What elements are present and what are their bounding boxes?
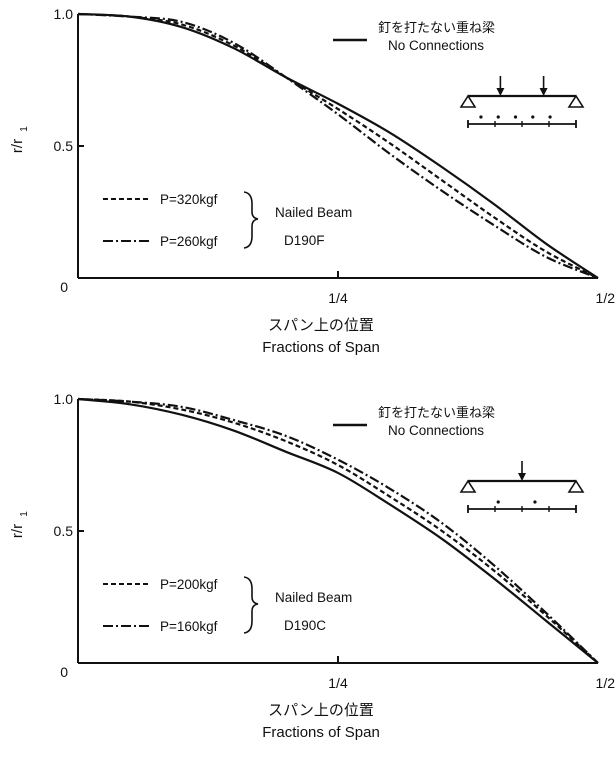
legend-label: P=260kgf: [160, 234, 218, 249]
x-tick-label: 1/2: [596, 290, 615, 306]
bracket-label: D190F: [284, 233, 325, 248]
y-axis-label-main: r/r: [9, 524, 26, 538]
series-line-dashdot: [77, 12, 599, 280]
load-arrow-icon: [518, 473, 526, 481]
x-tick-label: 1/4: [328, 290, 348, 306]
support-right-icon: [567, 479, 585, 493]
y-axis-label: r/r 1: [9, 511, 30, 538]
chart-svg: 0.5 1.0 0 1/4 1/2 釘を打たない重ね梁 No Connections P=20…: [9, 391, 615, 741]
x-tick-label: 0: [60, 664, 68, 680]
y-axis-label-sub: 1: [19, 126, 30, 132]
y-axis-label-sub: 1: [19, 511, 30, 517]
legend-label: P=160kgf: [160, 619, 218, 634]
bracket-label: Nailed Beam: [275, 205, 352, 220]
x-axis-label-jp: スパン上の位置: [268, 317, 374, 334]
legend-label-jp: 釘を打たない重ね梁: [378, 20, 495, 35]
series-line-solid: [77, 397, 599, 664]
legend-label-en: No Connections: [388, 423, 484, 438]
nail-dot: [479, 115, 483, 119]
series-line-solid: [77, 12, 599, 279]
x-axis-label-en: Fractions of Span: [262, 724, 380, 741]
nail-dot: [496, 500, 500, 504]
legend-label-jp: 釘を打たない重ね梁: [378, 405, 495, 420]
series-line-dashed: [77, 397, 599, 664]
y-tick-label: 1.0: [54, 391, 74, 407]
x-tick-label: 1/4: [328, 675, 348, 691]
x-axis-label-en: Fractions of Span: [262, 339, 380, 356]
chart-d190c: 0.5 1.0 0 1/4 1/2 釘を打たない重ね梁 No Connections P=20…: [0, 385, 615, 757]
nail-dot: [533, 500, 537, 504]
legend-brace: [243, 191, 259, 249]
nail-dot: [531, 115, 535, 119]
load-arrow-icon: [539, 88, 548, 96]
y-axis-label: r/r 1: [9, 126, 30, 153]
support-right-icon: [567, 94, 585, 108]
y-tick-label: 0.5: [54, 138, 74, 154]
y-tick-label: 1.0: [54, 6, 74, 22]
series-line-dashdot: [77, 397, 599, 664]
support-left-icon: [459, 94, 477, 108]
y-tick-label: 0.5: [54, 523, 74, 539]
bracket-label: Nailed Beam: [275, 590, 352, 605]
chart-d190f: 0.5 1.0 0 1/4 1/2 釘を打たない重ね梁 No Connections P=32…: [0, 0, 615, 372]
nail-dot: [548, 115, 552, 119]
x-axis-label-jp: スパン上の位置: [268, 702, 374, 719]
legend-brace: [243, 576, 259, 634]
nail-dot: [513, 115, 518, 119]
nail-dot: [496, 115, 500, 119]
y-axis-label-main: r/r: [9, 139, 26, 153]
support-left-icon: [459, 479, 477, 493]
load-arrow-icon: [496, 88, 505, 96]
chart-svg: 0.5 1.0 0 1/4 1/2 釘を打たない重ね梁 No Connections P=32…: [9, 6, 615, 356]
bracket-label: D190C: [284, 618, 326, 633]
x-tick-label: 1/2: [596, 675, 615, 691]
legend-label: P=200kgf: [160, 577, 218, 592]
legend-label: P=320kgf: [160, 192, 218, 207]
series-line-dashed: [77, 12, 599, 279]
legend-label-en: No Connections: [388, 38, 484, 53]
x-tick-label: 0: [60, 279, 68, 295]
